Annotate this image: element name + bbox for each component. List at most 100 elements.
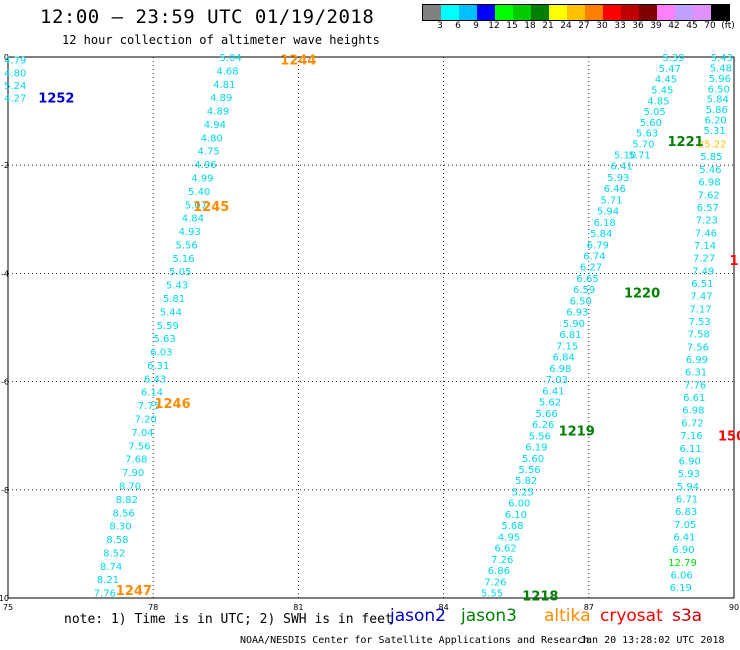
map-subtitle: 12 hour collection of altimeter wave hei… xyxy=(62,33,380,47)
colorbar-label: 33 xyxy=(614,21,626,31)
wave-height-value: 6.81 xyxy=(559,330,581,341)
wave-height-value: 6.90 xyxy=(672,545,694,556)
wave-height-value: 4.79 xyxy=(4,56,26,67)
colorbar-label: 18 xyxy=(524,21,536,31)
y-tick-label: -10 xyxy=(0,594,9,603)
wave-height-value: 5.66 xyxy=(535,409,557,420)
wave-height-value: 5.93 xyxy=(678,469,700,480)
wave-height-value: 4.68 xyxy=(216,66,238,77)
wave-height-value: 6.90 xyxy=(679,456,701,467)
wave-height-value: 7.68 xyxy=(125,455,147,466)
wave-height-value: 7.16 xyxy=(680,431,702,442)
wave-height-value: 6.51 xyxy=(691,279,713,290)
pass-time-label: 150 xyxy=(718,430,740,445)
colorbar-swatch xyxy=(585,5,603,20)
x-tick-label: 78 xyxy=(148,603,158,612)
wave-height-value: 6.41 xyxy=(673,532,695,543)
wave-height-value: 6.65 xyxy=(576,274,598,285)
wave-height-value: 8.82 xyxy=(116,495,138,506)
wave-height-value: 6.03 xyxy=(150,348,172,359)
issued-timestamp: Jan 20 13:28:02 UTC 2018 xyxy=(580,635,725,646)
wave-height-value: 6.98 xyxy=(549,364,571,375)
colorbar-swatch xyxy=(459,5,477,20)
colorbar-label: 70 xyxy=(704,21,716,31)
colorbar-swatch xyxy=(603,5,621,20)
wave-height-value: 6.57 xyxy=(697,203,719,214)
colorbar-swatch xyxy=(567,5,585,20)
x-tick-label: 75 xyxy=(3,603,13,612)
wave-height-value: 6.84 xyxy=(553,353,575,364)
wave-height-value: 5.63 xyxy=(636,129,658,140)
wave-height-value: 4.84 xyxy=(182,214,204,225)
legend-item-altika: altika xyxy=(544,606,591,626)
wave-height-value: 7.56 xyxy=(687,342,709,353)
wave-height-value: 5.46 xyxy=(699,165,721,176)
wave-height-value: 7.26 xyxy=(491,555,513,566)
wave-height-value: 5.47 xyxy=(659,64,681,75)
colorbar-label: 9 xyxy=(473,21,479,31)
x-tick-label: 90 xyxy=(729,603,739,612)
wave-height-value: 6.31 xyxy=(685,368,707,379)
wave-height-value: 7.17 xyxy=(689,304,711,315)
wave-height-value: 5.68 xyxy=(501,521,523,532)
wave-height-value: 7.04 xyxy=(131,428,153,439)
colorbar-label: 30 xyxy=(596,21,608,31)
wave-height-value: 6.00 xyxy=(508,499,530,510)
wave-height-value: 6.62 xyxy=(495,544,517,555)
wave-height-value: 4.81 xyxy=(213,80,235,91)
wave-height-value: 5.07 xyxy=(185,200,207,211)
wave-height-value: 6.18 xyxy=(593,218,615,229)
wave-height-value: 5.90 xyxy=(563,319,585,330)
wave-height-value: 7.75 xyxy=(138,401,160,412)
y-tick-label: -8 xyxy=(1,486,9,495)
wave-height-value: 5.55 xyxy=(481,589,503,600)
wave-height-value: 7.23 xyxy=(696,216,718,227)
wave-height-value: 5.93 xyxy=(607,173,629,184)
wave-height-value: 6.31 xyxy=(147,361,169,372)
wave-height-value: 6.27 xyxy=(580,263,602,274)
wave-height-value: 4.85 xyxy=(647,96,669,107)
wave-height-value: 8.74 xyxy=(100,562,122,573)
wave-height-value: 7.46 xyxy=(695,228,717,239)
wave-height-value: 8.52 xyxy=(103,548,125,559)
colorbar-swatch xyxy=(513,5,531,20)
wave-height-value: 6.83 xyxy=(675,507,697,518)
legend-item-cryosat: cryosat xyxy=(600,606,663,626)
wave-height-value: 5.16 xyxy=(172,254,194,265)
credit-text: NOAA/NESDIS Center for Satellite Applica… xyxy=(240,635,590,646)
colorbar-label: 42 xyxy=(668,21,680,31)
wave-height-value: 7.15 xyxy=(556,341,578,352)
y-tick-label: 0 xyxy=(4,53,9,62)
wave-height-value: 4.89 xyxy=(207,107,229,118)
y-tick-label: -6 xyxy=(1,378,9,387)
wave-height-value: 6.19 xyxy=(670,583,692,594)
wave-height-value: 8.70 xyxy=(119,481,141,492)
wave-height-value: 5.40 xyxy=(188,187,210,198)
wave-height-value: 5.25 xyxy=(512,487,534,498)
wave-height-value: 5.31 xyxy=(704,126,726,137)
wave-height-value: 5.43 xyxy=(166,281,188,292)
wave-height-value: 6.99 xyxy=(686,355,708,366)
colorbar-label: 21 xyxy=(542,21,554,31)
colorbar-swatch xyxy=(549,5,567,20)
wave-height-value: 8.21 xyxy=(97,575,119,586)
wave-height-value: 5.71 xyxy=(628,150,650,161)
wave-height-value: 4.80 xyxy=(4,68,26,79)
wave-height-value: 7.26 xyxy=(484,577,506,588)
wave-height-value: 6.59 xyxy=(573,285,595,296)
colorbar-label: (ft) xyxy=(721,21,735,31)
wave-height-value: 5.94 xyxy=(597,207,619,218)
wave-height-value: 5.05 xyxy=(644,107,666,118)
colorbar-swatch xyxy=(675,5,693,20)
pass-time-label: 1220 xyxy=(624,286,660,301)
wave-height-value: 4.80 xyxy=(201,133,223,144)
map-frame xyxy=(7,56,735,599)
colorbar-swatch xyxy=(621,5,639,20)
wave-height-value: 7.27 xyxy=(693,254,715,265)
wave-height-value: 5.60 xyxy=(522,454,544,465)
wave-height-value: 5.39 xyxy=(662,53,684,64)
wave-height-value: 7.56 xyxy=(128,441,150,452)
wave-height-value: 4.89 xyxy=(210,93,232,104)
pass-time-label: 1 xyxy=(729,254,738,269)
pass-time-label: 1244 xyxy=(280,54,316,69)
